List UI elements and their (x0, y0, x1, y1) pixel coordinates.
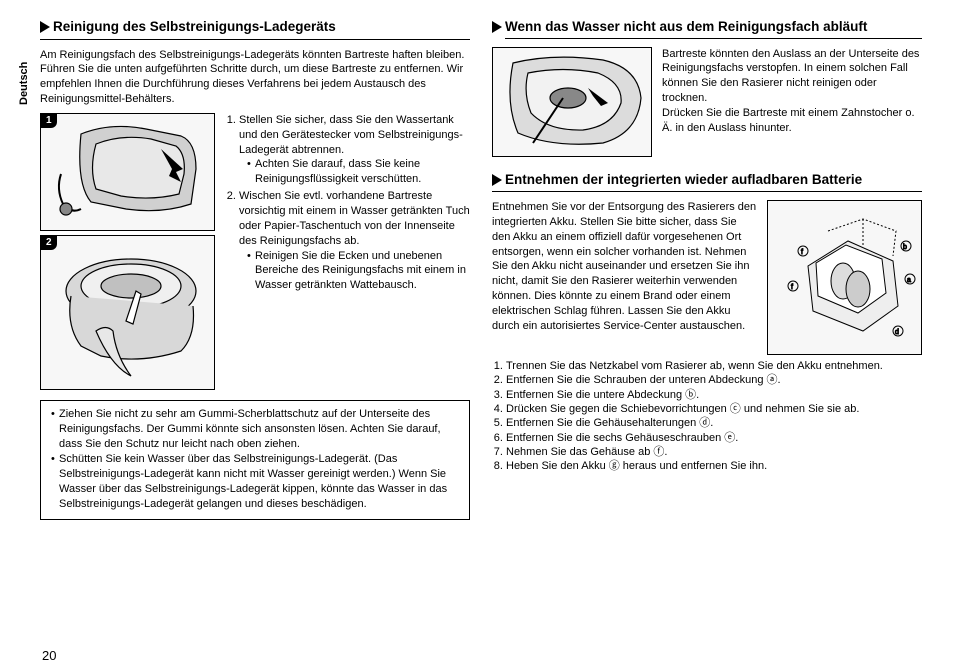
svg-text:b: b (903, 244, 907, 251)
caution-box: Ziehen Sie nicht zu sehr am Gummi-Scherb… (40, 400, 470, 520)
svg-text:f: f (791, 284, 793, 291)
svg-text:a: a (907, 277, 911, 284)
step-2-text: Wischen Sie evtl. vorhandene Bartreste v… (239, 190, 470, 247)
drain-text-1: Bartreste könnten den Auslass an der Unt… (662, 47, 922, 106)
figure-2-tag: 2 (41, 236, 57, 250)
battery-step-2: Entfernen Sie die Schrauben der unteren … (506, 373, 922, 387)
battery-step-6: Entfernen Sie die sechs Gehäuseschrauben… (506, 431, 922, 445)
left-steps-row: 1 2 (40, 113, 470, 390)
section-arrow-icon (492, 174, 502, 186)
battery-steps: Trennen Sie das Netzkabel vom Rasierer a… (492, 359, 922, 473)
step-2: Wischen Sie evtl. vorhandene Bartreste v… (239, 189, 470, 293)
left-intro: Am Reinigungsfach des Selbstreinigungs-L… (40, 48, 470, 107)
battery-step-1: Trennen Sie das Netzkabel vom Rasierer a… (506, 359, 922, 373)
left-steps-list: Stellen Sie sicher, dass Sie den Wassert… (225, 113, 470, 293)
caution-1: Ziehen Sie nicht zu sehr am Gummi-Scherb… (51, 407, 461, 452)
right-heading-2: Entnehmen der integrierten wieder auflad… (505, 171, 862, 189)
left-column: Reinigung des Selbstreinigungs-Ladegerät… (40, 18, 470, 661)
right-heading-1: Wenn das Wasser nicht aus dem Reinigungs… (505, 18, 867, 36)
figure-1-tag: 1 (41, 114, 57, 128)
page-content: Reinigung des Selbstreinigungs-Ladegerät… (0, 0, 954, 671)
section-arrow-icon (492, 21, 502, 33)
drain-text-2: Drücken Sie die Bartreste mit einem Zahn… (662, 106, 922, 136)
battery-step-4: Drücken Sie gegen die Schiebevorrichtung… (506, 402, 922, 416)
figure-1: 1 (40, 113, 215, 231)
battery-step-3: Entfernen Sie die untere Abdeckung ⓑ. (506, 388, 922, 402)
figure-drain (492, 47, 652, 157)
step-1: Stellen Sie sicher, dass Sie den Wassert… (239, 113, 470, 187)
figure-2: 2 (40, 235, 215, 390)
language-label: Deutsch (18, 62, 30, 105)
battery-intro: Entnehmen Sie vor der Entsorgung des Ras… (492, 200, 757, 355)
svg-text:d: d (895, 329, 899, 336)
battery-step-5: Entfernen Sie die Gehäusehalterungen ⓓ. (506, 416, 922, 430)
figure-battery: f b a d f (767, 200, 922, 355)
battery-step-7: Nehmen Sie das Gehäuse ab ⓕ. (506, 445, 922, 459)
section-arrow-icon (40, 21, 50, 33)
svg-text:f: f (801, 249, 803, 256)
step-2-sub: Reinigen Sie die Ecken und unebenen Bere… (247, 249, 470, 294)
battery-step-8: Heben Sie den Akku ⓖ heraus und entferne… (506, 459, 922, 473)
step-1-text: Stellen Sie sicher, dass Sie den Wassert… (239, 114, 463, 156)
right-column: Wenn das Wasser nicht aus dem Reinigungs… (492, 18, 922, 661)
left-heading: Reinigung des Selbstreinigungs-Ladegerät… (53, 18, 336, 36)
caution-2: Schütten Sie kein Wasser über das Selbst… (51, 452, 461, 511)
step-1-sub: Achten Sie darauf, dass Sie keine Reinig… (247, 157, 470, 187)
page-number: 20 (42, 648, 56, 663)
